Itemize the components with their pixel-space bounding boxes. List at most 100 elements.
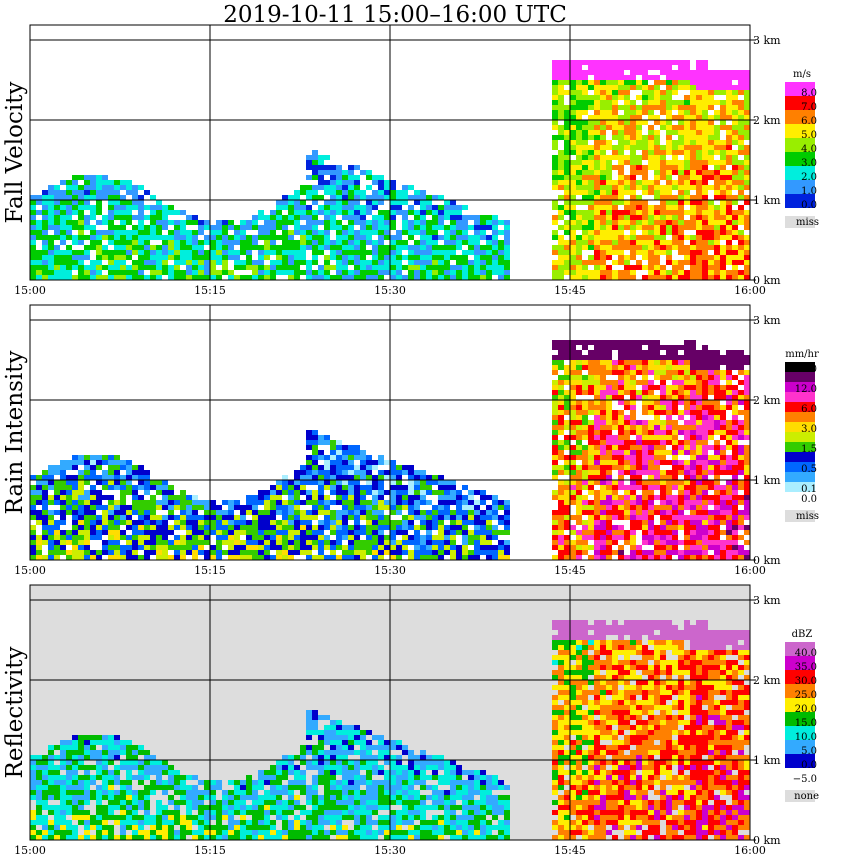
echo-cell [396, 190, 402, 195]
echo-cell [96, 270, 102, 275]
echo-cell [738, 105, 744, 110]
echo-cell [732, 200, 738, 205]
echo-cell [270, 245, 276, 250]
echo-cell [714, 400, 720, 405]
echo-cell [378, 500, 384, 505]
echo-cell [690, 140, 696, 145]
echo-cell [192, 265, 198, 270]
echo-cell [84, 505, 90, 510]
echo-cell [414, 260, 420, 265]
echo-cell [690, 475, 696, 480]
echo-cell [666, 210, 672, 215]
echo-cell [714, 75, 720, 80]
echo-cell [612, 495, 618, 500]
echo-cell [594, 205, 600, 210]
echo-cell [66, 465, 72, 470]
echo-cell [330, 475, 336, 480]
echo-cell [576, 535, 582, 540]
echo-cell [144, 505, 150, 510]
echo-cell [330, 170, 336, 175]
echo-cell [366, 240, 372, 245]
echo-cell [672, 105, 678, 110]
echo-cell [66, 275, 72, 280]
echo-cell [582, 95, 588, 100]
echo-cell [246, 260, 252, 265]
echo-cell [552, 275, 558, 280]
echo-cell [30, 270, 36, 275]
echo-cell [378, 255, 384, 260]
echo-cell [600, 385, 606, 390]
echo-cell [678, 385, 684, 390]
echo-cell [600, 495, 606, 500]
echo-cell [282, 520, 288, 525]
echo-cell [270, 215, 276, 220]
echo-cell [432, 230, 438, 235]
echo-cell [294, 525, 300, 530]
echo-cell [648, 125, 654, 130]
echo-cell [348, 490, 354, 495]
echo-cell [462, 215, 468, 220]
echo-cell [702, 250, 708, 255]
echo-cell [456, 205, 462, 210]
echo-cell [720, 360, 726, 365]
echo-cell [714, 540, 720, 545]
echo-cell [726, 440, 732, 445]
echo-cell [66, 270, 72, 275]
echo-cell [114, 485, 120, 490]
echo-cell [696, 395, 702, 400]
echo-cell [690, 160, 696, 165]
echo-cell [720, 185, 726, 190]
echo-cell [594, 555, 600, 560]
echo-cell [600, 345, 606, 350]
echo-cell [138, 230, 144, 235]
echo-cell [606, 270, 612, 275]
echo-cell [384, 195, 390, 200]
echo-cell [222, 500, 228, 505]
echo-cell [696, 425, 702, 430]
echo-cell [696, 385, 702, 390]
echo-cell [468, 235, 474, 240]
echo-cell [138, 555, 144, 560]
echo-cell [558, 80, 564, 85]
echo-cell [426, 555, 432, 560]
echo-cell [738, 130, 744, 135]
echo-cell [366, 515, 372, 520]
echo-cell [348, 255, 354, 260]
echo-cell [330, 555, 336, 560]
echo-cell [288, 485, 294, 490]
echo-cell [570, 390, 576, 395]
echo-cell [714, 210, 720, 215]
echo-cell [612, 80, 618, 85]
echo-cell [564, 145, 570, 150]
echo-cell [624, 110, 630, 115]
echo-cell [606, 195, 612, 200]
echo-cell [36, 270, 42, 275]
echo-cell [84, 275, 90, 280]
echo-cell [732, 160, 738, 165]
echo-cell [60, 200, 66, 205]
echo-cell [318, 470, 324, 475]
echo-cell [738, 260, 744, 265]
echo-cell [336, 445, 342, 450]
echo-cell [696, 65, 702, 70]
echo-cell [702, 175, 708, 180]
echo-cell [690, 405, 696, 410]
echo-cell [264, 270, 270, 275]
echo-cell [330, 215, 336, 220]
echo-cell [654, 525, 660, 530]
echo-cell [144, 540, 150, 545]
echo-cell [630, 265, 636, 270]
echo-cell [126, 555, 132, 560]
echo-cell [594, 70, 600, 75]
echo-cell [90, 505, 96, 510]
echo-cell [462, 505, 468, 510]
echo-cell [384, 245, 390, 250]
echo-cell [354, 500, 360, 505]
echo-cell [660, 70, 666, 75]
echo-cell [642, 500, 648, 505]
echo-cell [696, 505, 702, 510]
echo-cell [360, 210, 366, 215]
echo-cell [420, 475, 426, 480]
echo-cell [714, 500, 720, 505]
echo-cell [588, 245, 594, 250]
